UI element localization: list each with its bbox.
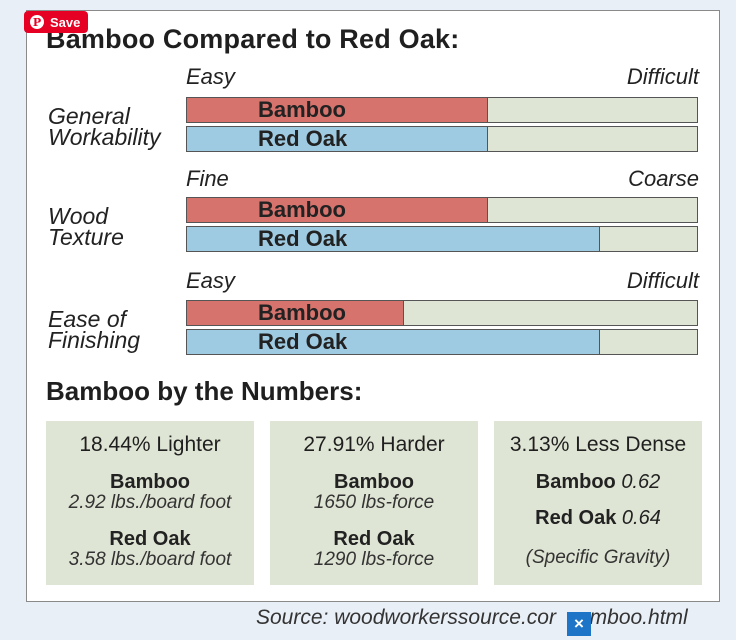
numbers-title: Bamboo by the Numbers: — [46, 376, 363, 406]
bar-track: Red Oak — [186, 329, 698, 355]
bar-track: Red Oak — [186, 226, 698, 252]
category-label-line2: Finishing — [48, 327, 141, 353]
scale-low-label: Fine — [186, 166, 229, 191]
source-text-tail: amboo.html — [577, 606, 688, 629]
card-redoak-label: Red Oak — [535, 507, 617, 529]
bar-redoak-workability — [187, 127, 488, 151]
category-label-line1: Wood — [48, 203, 109, 229]
card-bamboo-row: Bamboo 0.62 — [494, 471, 702, 494]
close-icon[interactable]: × — [567, 612, 591, 636]
bar-redoak-finishing — [187, 330, 601, 354]
bar-label: Red Oak — [258, 226, 348, 251]
scale-high-label: Coarse — [628, 166, 699, 191]
source-credit: Source: woodworkerssource.cor amboo.html — [256, 606, 688, 630]
card-redoak-value: 1290 lbs-force — [313, 549, 435, 570]
card-bamboo-value: 1650 lbs-force — [313, 492, 435, 513]
bar-label: Bamboo — [258, 97, 346, 122]
card-note: (Specific Gravity) — [525, 547, 671, 568]
card-redoak-label: Red Oak — [109, 528, 191, 550]
category-label-line2: Texture — [48, 224, 124, 250]
card-bamboo-label: Bamboo — [535, 471, 616, 493]
pinterest-icon: P — [30, 15, 44, 29]
category-label-line2: Workability — [48, 124, 161, 150]
card-headline: 18.44% Lighter — [79, 433, 221, 456]
scale-high-label: Difficult — [626, 268, 699, 293]
chart-title: Bamboo Compared to Red Oak: — [46, 24, 460, 54]
source-text: Source: woodworkerssource.cor — [256, 606, 556, 629]
bar-bamboo-texture — [187, 198, 488, 222]
bar-track: Red Oak — [186, 126, 698, 152]
card-redoak-label: Red Oak — [333, 528, 415, 550]
pinterest-save-button[interactable]: P Save — [24, 11, 88, 33]
bar-redoak-texture — [187, 227, 601, 251]
save-label: Save — [50, 14, 81, 30]
bar-label: Bamboo — [258, 300, 346, 325]
bar-label: Red Oak — [258, 329, 348, 354]
category-label-line1: General — [48, 103, 130, 129]
bar-track: Bamboo — [186, 197, 698, 223]
bar-bamboo-workability — [187, 98, 488, 122]
card-redoak-row: Red Oak 0.64 — [494, 507, 702, 530]
category-label-line1: Ease of — [48, 306, 126, 332]
bar-track: Bamboo — [186, 300, 698, 326]
card-bamboo-value: 2.92 lbs./board foot — [68, 492, 232, 513]
card-redoak-value: 0.64 — [621, 507, 661, 529]
card-headline: 3.13% Less Dense — [509, 433, 687, 456]
bar-label: Bamboo — [258, 197, 346, 222]
scale-high-label: Difficult — [626, 64, 699, 89]
bar-label: Red Oak — [258, 126, 348, 151]
card-bamboo-label: Bamboo — [334, 471, 414, 493]
card-bamboo-value: 0.62 — [621, 471, 661, 493]
card-bamboo-label: Bamboo — [110, 471, 190, 493]
scale-low-label: Easy — [186, 64, 235, 89]
stat-card-harder: 27.91% Harder Bamboo 1650 lbs-force Red … — [270, 421, 478, 585]
card-headline: 27.91% Harder — [303, 433, 445, 456]
bar-bamboo-finishing — [187, 301, 404, 325]
stat-card-lighter: 18.44% Lighter Bamboo 2.92 lbs./board fo… — [46, 421, 254, 585]
bar-track: Bamboo — [186, 97, 698, 123]
scale-low-label: Easy — [186, 268, 235, 293]
stat-card-less-dense: 3.13% Less Dense Bamboo 0.62 Red Oak 0.6… — [494, 421, 702, 585]
card-redoak-value: 3.58 lbs./board foot — [68, 549, 232, 570]
